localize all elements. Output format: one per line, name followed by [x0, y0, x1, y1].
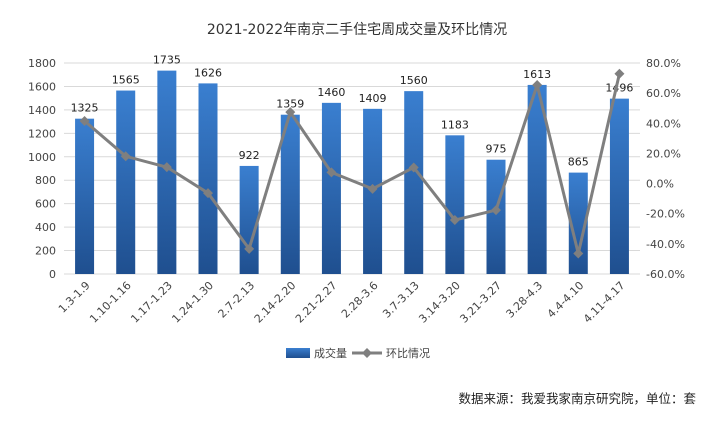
x-tick: 2.28-3.6 — [339, 279, 381, 321]
mom-point — [573, 248, 584, 259]
y-right-tick: -40.0% — [646, 238, 685, 251]
y-left-tick: 600 — [35, 198, 56, 211]
y-right-tick: 40.0% — [646, 117, 681, 130]
bar — [116, 90, 136, 274]
chart-title: 2021-2022年南京二手住宅周成交量及环比情况 — [207, 21, 507, 38]
bar-data-label: 975 — [486, 143, 507, 156]
bar — [280, 114, 300, 274]
x-tick: 1.3-1.9 — [56, 279, 93, 316]
gridlines — [64, 62, 640, 275]
x-axis: 1.3-1.91.10-1.161.17-1.231.24-1.30 2.7-2.… — [56, 279, 628, 326]
bar-data-label: 1560 — [400, 74, 428, 87]
x-tick: 3.28-4.3 — [504, 279, 546, 321]
mom-point — [285, 107, 296, 118]
mom-point — [203, 188, 213, 199]
x-tick: 3.21-3.27 — [457, 279, 504, 326]
bar-labels: 1325 1565 1735 1626 922 1359 1460 1409 1560 1183 9… — [71, 54, 634, 169]
bar — [321, 102, 341, 274]
y-left-tick: 400 — [35, 221, 56, 234]
source-note: 数据来源：我爱我家南京研究院，单位：套 — [458, 391, 696, 406]
x-tick: 2.21-2.27 — [293, 279, 340, 326]
bar — [157, 70, 177, 274]
bar-data-label: 1359 — [276, 98, 304, 111]
bar-data-label: 1460 — [317, 86, 345, 99]
legend-line-marker — [362, 348, 372, 358]
bar — [486, 159, 506, 274]
bar — [445, 135, 465, 274]
mom-point — [120, 151, 131, 162]
legend-bar-label: 成交量 — [314, 346, 347, 360]
left-axis: 0 200 400 600 800 1000 1200 1400 1600 1800 — [28, 57, 56, 281]
x-tick: 4.4-4.10 — [545, 279, 587, 321]
bar-data-label: 922 — [239, 149, 260, 162]
bar — [609, 98, 629, 274]
bar-data-label: 1565 — [112, 74, 140, 87]
mom-point — [79, 116, 90, 127]
bar-data-label: 1626 — [194, 66, 222, 79]
legend-bar-swatch — [286, 348, 310, 358]
x-tick: 1.24-1.30 — [169, 279, 216, 326]
mom-point — [326, 167, 337, 178]
bar-data-label: 1735 — [153, 54, 181, 67]
bar-data-label: 1183 — [441, 118, 469, 131]
x-tick: 3.14-3.20 — [416, 279, 463, 326]
bar-data-label: 1613 — [523, 68, 551, 81]
x-tick: 1.17-1.23 — [128, 279, 175, 326]
y-left-tick: 1200 — [28, 127, 56, 140]
mom-point — [161, 162, 172, 173]
bar-data-label: 1409 — [359, 92, 387, 105]
x-tick: 2.7-2.13 — [216, 279, 258, 321]
bar-data-label: 1325 — [71, 102, 99, 115]
bar — [198, 83, 218, 274]
mom-line — [79, 68, 625, 259]
x-tick: 3.7-3.13 — [380, 279, 422, 321]
mom-point — [532, 80, 543, 91]
y-left-tick: 1000 — [28, 151, 56, 164]
mom-series-line — [83, 73, 621, 256]
bar — [568, 172, 588, 274]
bar — [404, 91, 424, 274]
bar — [239, 165, 259, 274]
y-right-tick: -20.0% — [646, 208, 685, 221]
y-left-tick: 1800 — [28, 57, 56, 70]
bar — [75, 118, 95, 274]
y-left-tick: 1400 — [28, 104, 56, 117]
bar-data-label: 865 — [568, 156, 589, 169]
y-left-tick: 0 — [49, 268, 56, 281]
legend-line-label: 环比情况 — [386, 347, 430, 360]
y-right-tick: 60.0% — [646, 87, 681, 100]
x-tick: 1.10-1.16 — [87, 279, 134, 326]
y-right-tick: 20.0% — [646, 147, 681, 160]
right-axis: -60.0% -40.0% -20.0% 0.0% 20.0% 40.0% 60.0% 80.… — [646, 57, 685, 281]
x-tick: 4.11-4.17 — [581, 279, 628, 326]
mom-point — [244, 243, 255, 254]
mom-point — [367, 183, 378, 194]
y-left-tick: 1600 — [28, 80, 56, 93]
mom-point — [614, 68, 625, 79]
mom-point — [491, 205, 501, 216]
y-right-tick: 0.0% — [646, 178, 674, 191]
y-right-tick: -60.0% — [646, 268, 685, 281]
y-left-tick: 200 — [35, 245, 56, 258]
bar — [527, 84, 547, 274]
bar-data-label: 1496 — [605, 82, 633, 95]
y-left-tick: 800 — [35, 174, 56, 187]
mom-point — [408, 162, 419, 173]
bars — [75, 70, 629, 274]
x-tick: 2.14-2.20 — [252, 279, 299, 326]
mom-point — [449, 215, 460, 226]
chart: 2021-2022年南京二手住宅周成交量及环比情况 0 200 400 600 800 1… — [28, 21, 685, 360]
legend: 成交量 环比情况 — [286, 346, 430, 360]
y-right-tick: 80.0% — [646, 57, 681, 70]
